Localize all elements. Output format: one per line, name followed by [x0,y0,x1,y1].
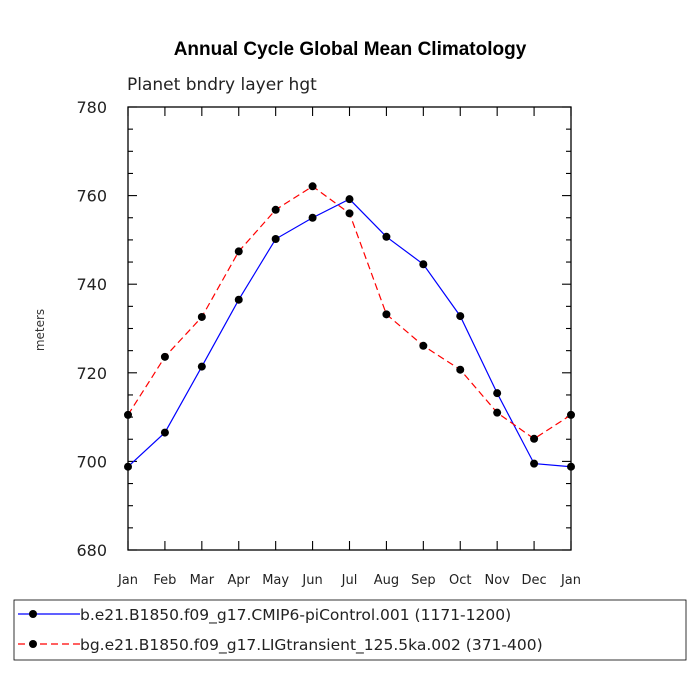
data-point [456,365,465,374]
y-axis-label: meters [33,309,47,351]
data-point [197,312,206,321]
x-tick-labels: Jan Feb Mar Apr May Jun Jul Aug Sep Oct Nov Dec Jan [117,573,581,588]
data-point [493,389,502,398]
data-point [160,428,169,437]
data-point [419,260,428,269]
x-tick-label: Jan [560,573,581,588]
data-point [308,213,317,222]
data-point [530,434,539,443]
series-line [127,185,572,440]
legend-marker [29,640,37,648]
series-line [127,198,572,468]
data-point [124,462,132,471]
y-tick-label: 700 [76,452,107,471]
data-point [197,362,206,371]
data-point [234,295,243,304]
x-tick-label: Oct [449,573,471,588]
y-tick-label: 720 [76,364,107,383]
legend-box [13,599,687,661]
x-tick-label: May [262,573,289,588]
chart-title: Annual Cycle Global Mean Climatology [174,39,527,60]
data-point [271,205,280,214]
data-point [234,247,243,256]
data-point [124,410,132,419]
y-tick-label: 780 [76,98,107,117]
y-tick-label: 760 [76,187,107,206]
data-point [345,209,354,218]
series-layer [124,182,575,471]
x-tick-label: Aug [374,573,399,588]
legend-label: bg.e21.B1850.f09_g17.LIGtransient_125.5k… [80,636,543,655]
legend-marker [29,610,37,618]
y-tick-label: 740 [76,275,107,294]
series-2 [124,182,575,443]
data-point [419,341,428,350]
y-tick-labels: 680 700 720 740 760 780 [76,98,107,560]
legend-entry-1: b.e21.B1850.f09_g17.CMIP6-piControl.001 … [18,606,511,625]
data-point [271,235,280,244]
y-tick-label: 680 [76,541,107,560]
legend-entry-2: bg.e21.B1850.f09_g17.LIGtransient_125.5k… [18,636,543,655]
series-1 [124,195,575,471]
x-tick-label: Jul [341,573,358,588]
data-point [160,352,169,361]
data-point [345,195,354,204]
legend-label: b.e21.B1850.f09_g17.CMIP6-piControl.001 … [80,606,511,625]
x-tick-label: Sep [411,573,436,588]
x-tick-label: Jun [301,573,322,588]
x-tick-label: Nov [484,573,510,588]
legend: b.e21.B1850.f09_g17.CMIP6-piControl.001 … [13,599,687,661]
x-tick-label: Jan [117,573,138,588]
x-tick-label: Apr [228,573,251,588]
data-point [308,182,317,191]
data-point [530,459,539,468]
data-point [382,232,391,241]
data-point [567,462,575,471]
plot-frame [127,106,572,551]
axis-ticks [127,106,572,551]
data-point [456,312,465,321]
x-tick-label: Mar [190,573,215,588]
x-tick-label: Feb [153,573,176,588]
data-point [382,310,391,319]
data-point [493,408,502,417]
x-tick-label: Dec [522,573,547,588]
data-point [567,410,575,419]
chart-subtitle: Planet bndry layer hgt [127,75,317,95]
